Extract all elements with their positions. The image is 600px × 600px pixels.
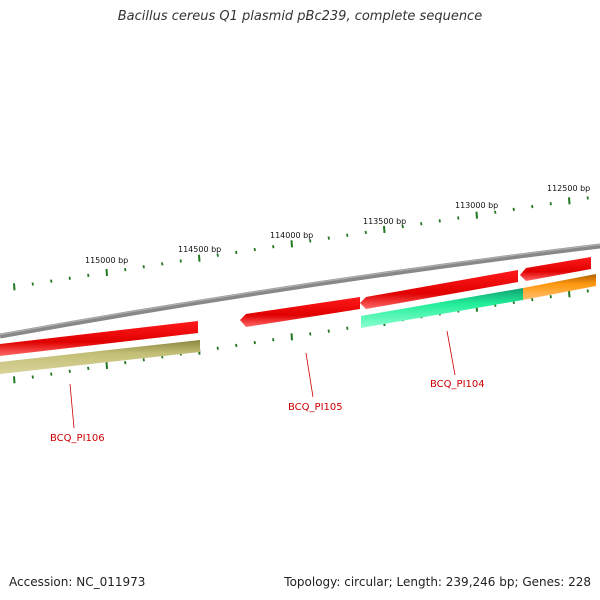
cds-feature-right[interactable] [520, 257, 591, 281]
outer-scale-minor-tick [68, 276, 71, 280]
cds-feature-bcq-pi104[interactable] [360, 270, 518, 309]
inner-scale-minor-tick [549, 295, 552, 299]
inner-scale-minor-tick [586, 289, 589, 293]
inner-scale-minor-tick [531, 297, 534, 302]
leader-line-bcq-pi104 [446, 330, 456, 376]
outer-scale-minor-tick [549, 202, 552, 206]
inner-scale-minor-tick [346, 326, 349, 330]
inner-scale-major-tick [568, 290, 571, 298]
outer-scale-minor-tick [586, 196, 589, 200]
cds-feature-bcq-pi106[interactable] [0, 321, 198, 356]
map-title: Bacillus cereus Q1 plasmid pBc239, compl… [117, 9, 483, 24]
scale-label-115000: 115000 bp [85, 256, 128, 265]
outer-scale-minor-tick [87, 273, 90, 278]
gene-label-bcq-pi105[interactable]: BCQ_PI105 [288, 402, 343, 413]
summary-text: Topology: circular; Length: 239,246 bp; … [284, 575, 591, 589]
outer-scale-major-tick [105, 268, 108, 277]
outer-scale-minor-tick [327, 236, 330, 240]
outer-scale-major-tick [383, 225, 386, 234]
outer-scale-major-tick [568, 197, 571, 205]
inner-scale-major-tick [13, 376, 16, 384]
outer-scale-minor-tick [457, 216, 460, 220]
outer-scale-minor-tick [494, 210, 497, 214]
outer-scale-minor-tick [420, 222, 423, 226]
outer-scale-minor-tick [272, 245, 275, 249]
scale-label-114500: 114500 bp [178, 245, 221, 254]
inner-scale-minor-tick [31, 375, 34, 379]
outer-scale-major-tick [290, 240, 293, 248]
scale-label-112500: 112500 bp [547, 184, 590, 193]
leader-line-bcq-pi106 [69, 383, 75, 429]
outer-scale-major-tick [198, 254, 201, 262]
inner-scale-minor-tick [87, 366, 90, 371]
gene-feature-bcq-pi104[interactable] [361, 288, 523, 328]
gene-label-bcq-pi106[interactable]: BCQ_PI106 [50, 433, 105, 444]
plasmid-backbone [0, 243, 600, 339]
inner-scale-minor-tick [327, 329, 330, 333]
gene-feature-right[interactable] [523, 274, 596, 300]
outer-scale-minor-tick [142, 265, 145, 269]
inner-scale-minor-tick [68, 369, 71, 373]
outer-scale-major-tick [475, 211, 478, 219]
outer-scale-minor-tick [124, 267, 127, 272]
inner-scale-minor-tick [235, 343, 238, 348]
inner-scale-minor-tick [216, 346, 219, 350]
outer-scale-minor-tick [179, 259, 182, 263]
leader-line-bcq-pi105 [305, 352, 314, 398]
outer-scale-minor-tick [50, 279, 53, 283]
outer-scale-minor-tick [216, 253, 219, 257]
accession-text: Accession: NC_011973 [9, 575, 146, 589]
outer-scale-minor-tick [512, 207, 515, 212]
cds-feature-bcq-pi105[interactable] [240, 297, 360, 327]
outer-scale-ticks [13, 196, 589, 291]
outer-scale-minor-tick [31, 282, 34, 286]
inner-scale-ticks [13, 289, 589, 384]
scale-label-113000: 113000 bp [455, 201, 498, 210]
inner-scale-minor-tick [50, 372, 53, 376]
outer-scale-minor-tick [531, 204, 534, 209]
outer-scale-minor-tick [253, 247, 256, 252]
scale-label-114000: 114000 bp [270, 231, 313, 240]
outer-scale-minor-tick [161, 262, 164, 266]
outer-scale-minor-tick [235, 250, 238, 255]
gene-label-bcq-pi104[interactable]: BCQ_PI104 [430, 379, 485, 390]
outer-scale-major-tick [13, 283, 16, 291]
inner-scale-major-tick [105, 361, 108, 370]
inner-scale-minor-tick [124, 360, 127, 365]
plasmid-backbone-highlight [0, 243, 600, 336]
inner-scale-minor-tick [253, 340, 256, 345]
outer-scale-minor-tick [364, 230, 367, 234]
outer-scale-minor-tick [438, 219, 441, 223]
inner-scale-minor-tick [142, 358, 145, 362]
gene-feature-bcq-pi106[interactable] [0, 340, 200, 374]
scale-label-113500: 113500 bp [363, 217, 406, 226]
inner-scale-minor-tick [272, 338, 275, 342]
outer-scale-minor-tick [401, 224, 404, 229]
outer-scale-minor-tick [346, 233, 349, 237]
inner-scale-major-tick [290, 333, 293, 341]
outer-scale-minor-tick [309, 239, 312, 243]
inner-scale-minor-tick [309, 332, 312, 336]
